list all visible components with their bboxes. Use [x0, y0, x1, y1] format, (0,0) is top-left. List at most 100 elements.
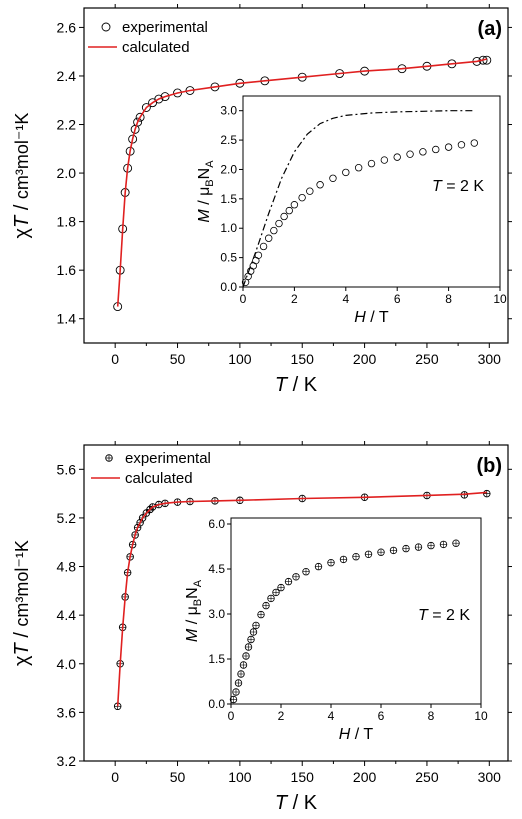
inset-data-point — [457, 141, 466, 149]
inset-y-axis-symbol: M — [196, 209, 213, 223]
legend-marker-experimental — [101, 22, 111, 32]
inset-x-axis-label: H / T — [339, 726, 374, 743]
x-tick-label: 0 — [111, 769, 119, 785]
data-point — [141, 103, 151, 112]
inset-x-tick-label: 2 — [291, 292, 298, 306]
x-tick-label: 200 — [353, 769, 377, 785]
data-point — [133, 117, 143, 127]
y-axis-sep: / — [11, 199, 33, 216]
inset-y-tick-label: 4.5 — [208, 562, 225, 576]
x-axis-symbol: T — [275, 374, 289, 396]
inset-y-axis-sub-b: B — [192, 599, 204, 606]
inset-y-tick-label: 2.0 — [220, 162, 237, 176]
inset-y-tick-label: 0.0 — [208, 697, 225, 711]
inset-annotation: T = 2 K — [418, 607, 470, 624]
panel-label: (b) — [476, 455, 502, 477]
x-tick-label: 150 — [291, 769, 315, 785]
inset-y-tick-label: 3.0 — [208, 607, 225, 621]
inset-y-axis-symbol: M — [184, 628, 201, 642]
inset-annotation-text: = 2 K — [442, 178, 485, 195]
inset-dash-dot-line — [242, 110, 475, 288]
y-axis-unit: cm³mol⁻¹K — [12, 113, 32, 200]
inset-data-point — [306, 187, 314, 195]
inset-y-axis-sep: / — [196, 196, 213, 209]
x-tick-label: 50 — [170, 769, 186, 785]
inset-data-point — [367, 159, 376, 168]
inset-data-point — [393, 153, 401, 161]
inset-annotation: T = 2 K — [432, 178, 484, 195]
legend-label-calculated: calculated — [125, 470, 193, 487]
inset-y-axis-n: N — [196, 168, 213, 180]
legend-label-experimental: experimental — [125, 450, 211, 467]
inset-y-tick-label: 1.5 — [220, 192, 237, 206]
inset-data-point — [298, 193, 306, 202]
chart-panel-b: 0 50 100 150 200 250 3003.23.64.04.44.85.25.6T… — [11, 441, 512, 814]
inset-annotation-symbol: T — [418, 607, 429, 624]
inset-x-tick-label: 6 — [378, 709, 385, 723]
x-tick-label: 150 — [291, 351, 315, 367]
x-tick-label: 250 — [415, 351, 439, 367]
calculated-line — [116, 491, 487, 707]
inset-y-axis-sub-b: B — [204, 179, 216, 186]
x-axis-sep: / — [287, 792, 304, 814]
data-point — [128, 134, 138, 144]
inset-data-point — [265, 234, 273, 242]
plot-frame — [83, 7, 509, 344]
legend: experimental calculated — [91, 450, 211, 487]
inset-y-axis-sub-a: A — [204, 160, 216, 168]
inset-data-point — [329, 174, 337, 182]
inset-x-axis-unit: T — [363, 726, 373, 743]
inset-series — [229, 539, 460, 704]
inset-data-point — [406, 150, 414, 158]
y-axis-sep: / — [11, 627, 33, 644]
y-tick-label: 2.2 — [57, 117, 77, 133]
inset-data-point — [444, 143, 453, 151]
inset-y-tick-label: 1.0 — [220, 221, 237, 235]
x-axis-symbol: T — [275, 792, 289, 814]
legend: experimental calculated — [88, 19, 208, 56]
inset-x-axis-label: H / T — [354, 309, 389, 326]
inset-x-tick-label: 4 — [328, 709, 335, 723]
data-point — [135, 112, 145, 122]
y-tick-label: 1.8 — [57, 214, 77, 230]
x-axis-unit: K — [304, 792, 318, 814]
inset-y-axis-n: N — [184, 587, 201, 599]
x-axis-sep: / — [287, 374, 304, 396]
x-tick-label: 50 — [170, 351, 186, 367]
inset-annotation-text: = 2 K — [428, 607, 471, 624]
inset-x-tick-label: 10 — [493, 292, 507, 306]
x-axis-unit: K — [304, 374, 318, 396]
x-tick-label: 250 — [415, 769, 439, 785]
inset-x-axis-unit: T — [379, 309, 389, 326]
y-tick-label: 5.6 — [57, 461, 77, 477]
inset-x-axis-sep: / — [366, 309, 379, 326]
y-axis-chi: χ — [11, 227, 33, 238]
inset-y-tick-label: 0.0 — [220, 280, 237, 294]
inset-y-axis-label: M / μBNA — [184, 579, 204, 642]
inset-y-tick-label: 0.5 — [220, 251, 237, 265]
y-tick-label: 1.4 — [57, 311, 77, 327]
inset-y-axis-mu: μ — [184, 606, 201, 615]
y-axis-label: χT / cm³mol⁻¹K — [11, 540, 33, 666]
x-axis-label: T / K — [275, 792, 318, 814]
y-tick-label: 3.2 — [57, 753, 77, 769]
x-tick-label: 300 — [478, 769, 502, 785]
inset-data-point — [354, 163, 363, 172]
inset-y-axis-label: M / μBNA — [196, 160, 216, 223]
inset-x-tick-label: 0 — [240, 292, 247, 306]
inset-y-tick-label: 3.0 — [220, 104, 237, 118]
inset-data-point — [470, 139, 478, 147]
inset-data-point — [275, 219, 283, 228]
inset-data-point — [342, 168, 350, 177]
inset-data-point — [290, 201, 299, 209]
data-point — [160, 92, 170, 102]
x-tick-label: 0 — [111, 351, 119, 367]
inset-data-point — [419, 148, 427, 156]
y-tick-label: 2.6 — [57, 19, 77, 35]
chart-panel-a: 0 50 100 150 200 250 3001.41.61.82.02.22.42.6T… — [11, 4, 512, 396]
inset-x-tick-label: 10 — [474, 709, 488, 723]
inset-data-point — [316, 181, 324, 189]
y-tick-label: 5.2 — [57, 510, 77, 526]
calculated-line — [116, 58, 487, 307]
